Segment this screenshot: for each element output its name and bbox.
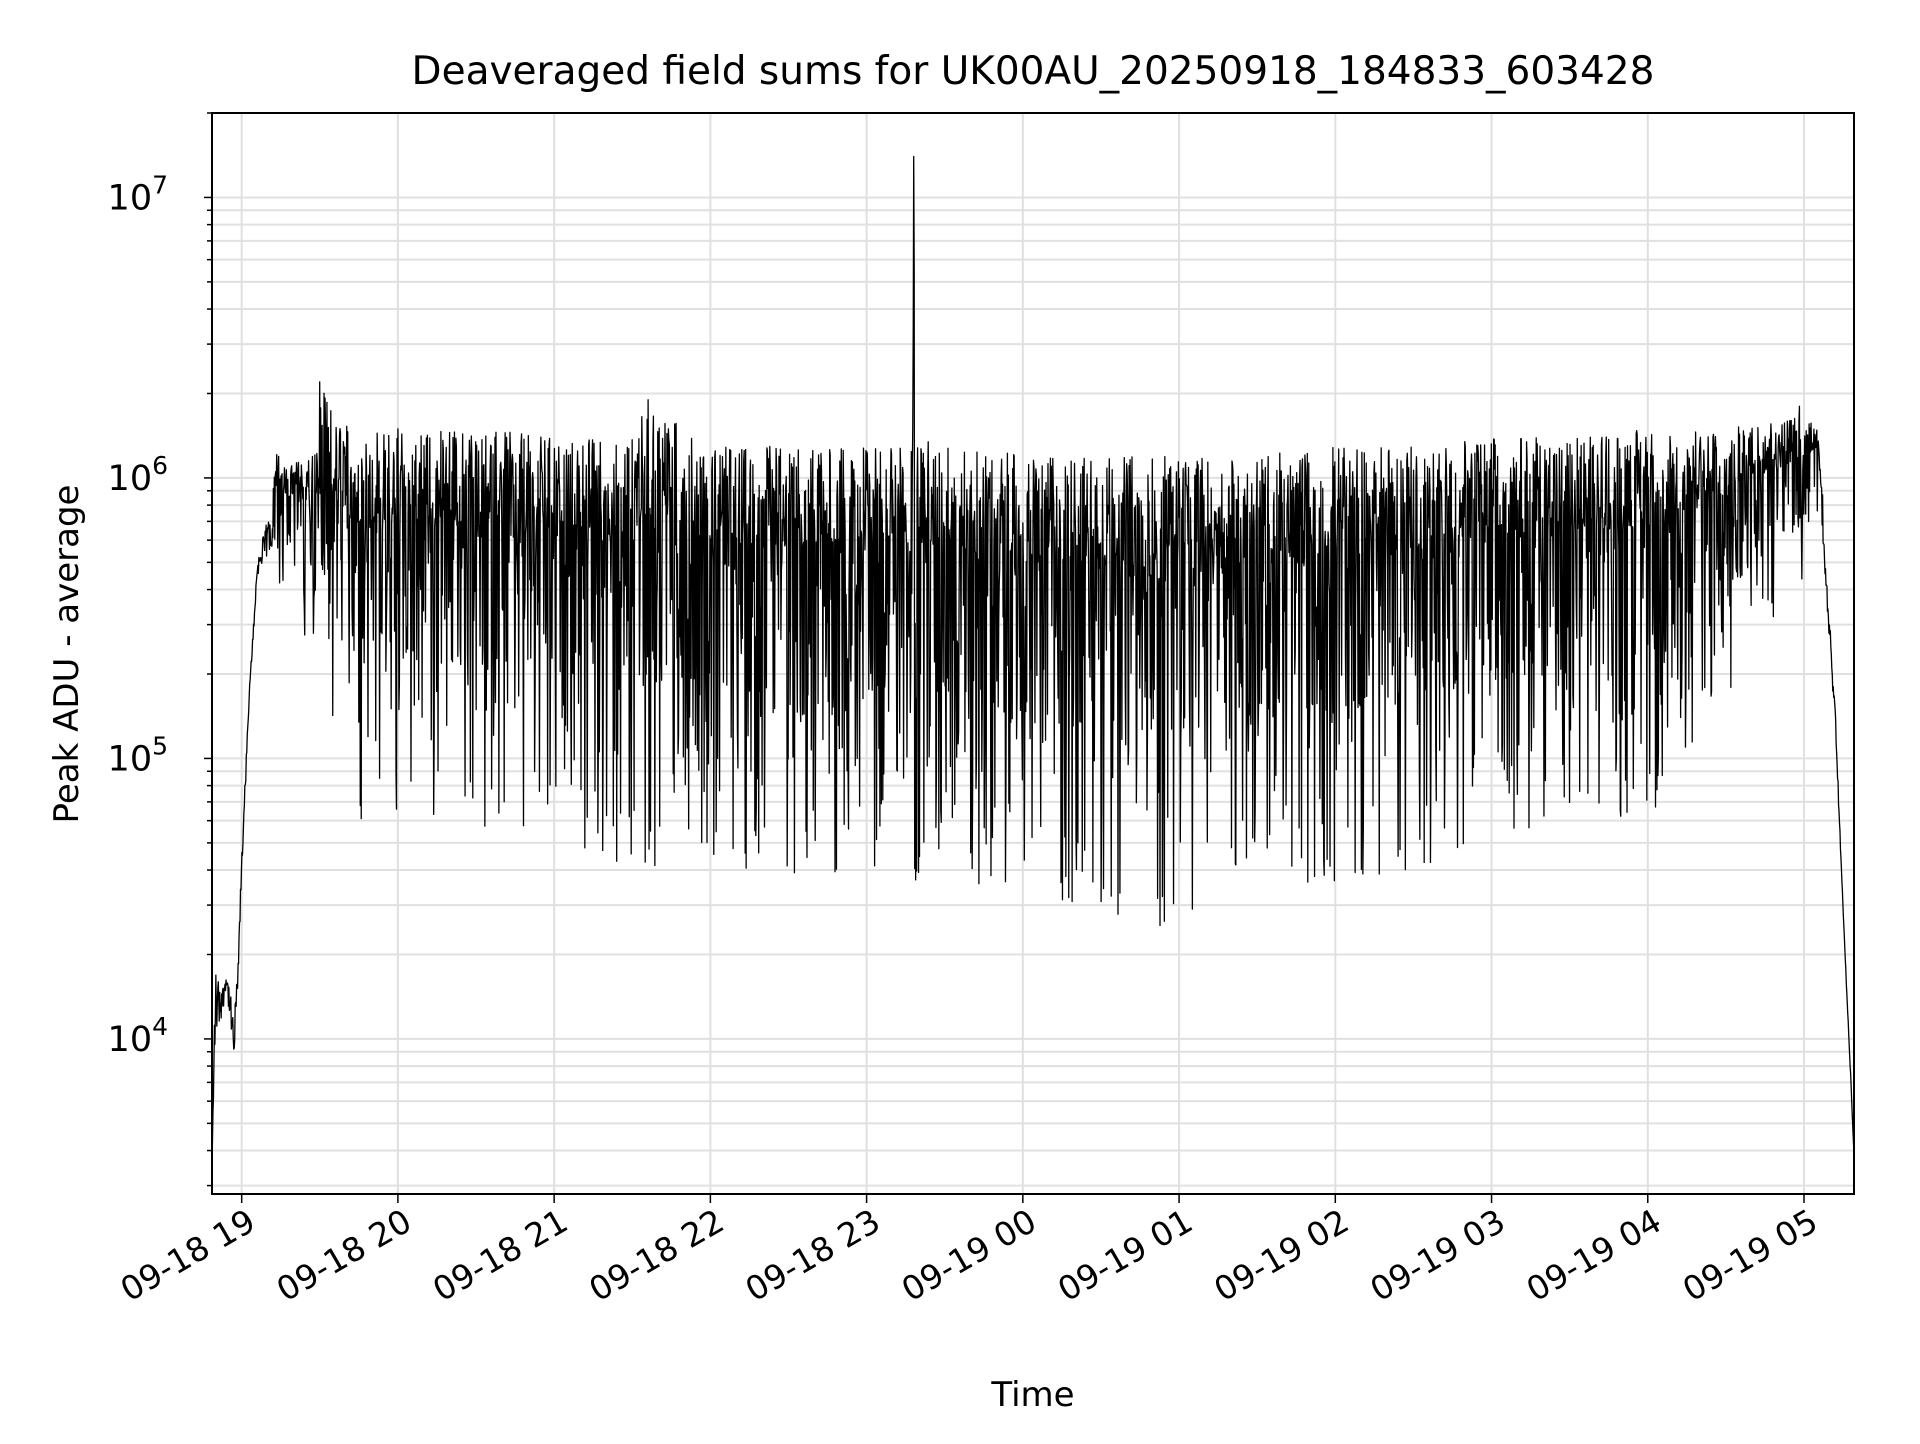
y-axis-label: Peak ADU - average <box>47 485 87 824</box>
y-tick-label-exponent: 7 <box>152 170 168 199</box>
x-axis-label: Time <box>990 1375 1074 1415</box>
chart-title: Deaveraged field sums for UK00AU_2025091… <box>412 49 1655 94</box>
data-layer <box>211 155 1855 1167</box>
y-tick-label-base: 10 <box>108 739 153 779</box>
series-line <box>211 155 1855 1167</box>
y-tick-label-exponent: 6 <box>152 451 168 480</box>
y-tick-label-exponent: 5 <box>152 731 168 760</box>
y-tick-label-exponent: 4 <box>152 1012 168 1041</box>
y-tick-label-base: 10 <box>108 1020 153 1060</box>
y-tick-label: 106 <box>108 451 168 499</box>
y-tick-label: 104 <box>108 1012 168 1060</box>
y-tick-label: 107 <box>108 170 168 218</box>
y-tick-label-base: 10 <box>108 178 153 218</box>
plot-frame <box>211 112 1855 1195</box>
y-tick-label: 105 <box>108 731 168 779</box>
y-tick-label-base: 10 <box>108 459 153 499</box>
